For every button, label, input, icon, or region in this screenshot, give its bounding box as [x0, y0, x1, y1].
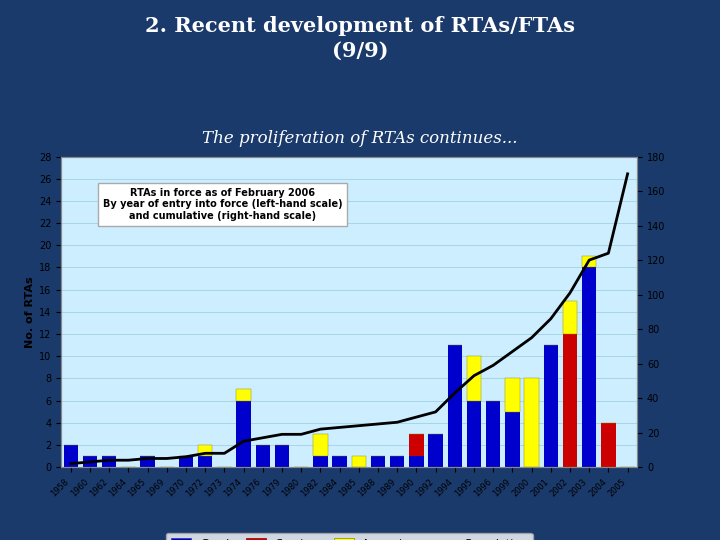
Bar: [505, 411, 520, 467]
Bar: [256, 445, 270, 467]
Bar: [102, 456, 117, 467]
Bar: [544, 345, 558, 467]
Bar: [428, 434, 443, 467]
Bar: [371, 456, 385, 467]
Bar: [179, 456, 193, 467]
Bar: [409, 434, 423, 456]
Bar: [467, 356, 481, 401]
Bar: [409, 456, 423, 467]
Bar: [236, 401, 251, 467]
Bar: [83, 456, 97, 467]
Bar: [563, 334, 577, 467]
Bar: [351, 456, 366, 467]
Bar: [63, 445, 78, 467]
Bar: [582, 256, 596, 267]
Bar: [198, 445, 212, 456]
Bar: [601, 423, 616, 467]
Bar: [275, 445, 289, 467]
Legend: Goods, Services, Accessions, Cumulative: Goods, Services, Accessions, Cumulative: [166, 533, 533, 540]
Text: 2. Recent development of RTAs/FTAs
(9/9): 2. Recent development of RTAs/FTAs (9/9): [145, 16, 575, 61]
Bar: [198, 456, 212, 467]
Bar: [486, 401, 500, 467]
Y-axis label: No. of RTAs: No. of RTAs: [24, 276, 35, 348]
Bar: [390, 456, 405, 467]
Text: RTAs in force as of February 2006
By year of entry into force (left-hand scale)
: RTAs in force as of February 2006 By yea…: [103, 187, 342, 221]
Bar: [524, 379, 539, 467]
Bar: [582, 267, 596, 467]
Bar: [467, 401, 481, 467]
Bar: [505, 379, 520, 411]
Bar: [563, 301, 577, 334]
Bar: [236, 389, 251, 401]
Bar: [448, 345, 462, 467]
Bar: [313, 434, 328, 456]
Bar: [333, 456, 347, 467]
Text: The proliferation of RTAs continues...: The proliferation of RTAs continues...: [202, 130, 518, 146]
Bar: [140, 456, 155, 467]
Bar: [313, 456, 328, 467]
